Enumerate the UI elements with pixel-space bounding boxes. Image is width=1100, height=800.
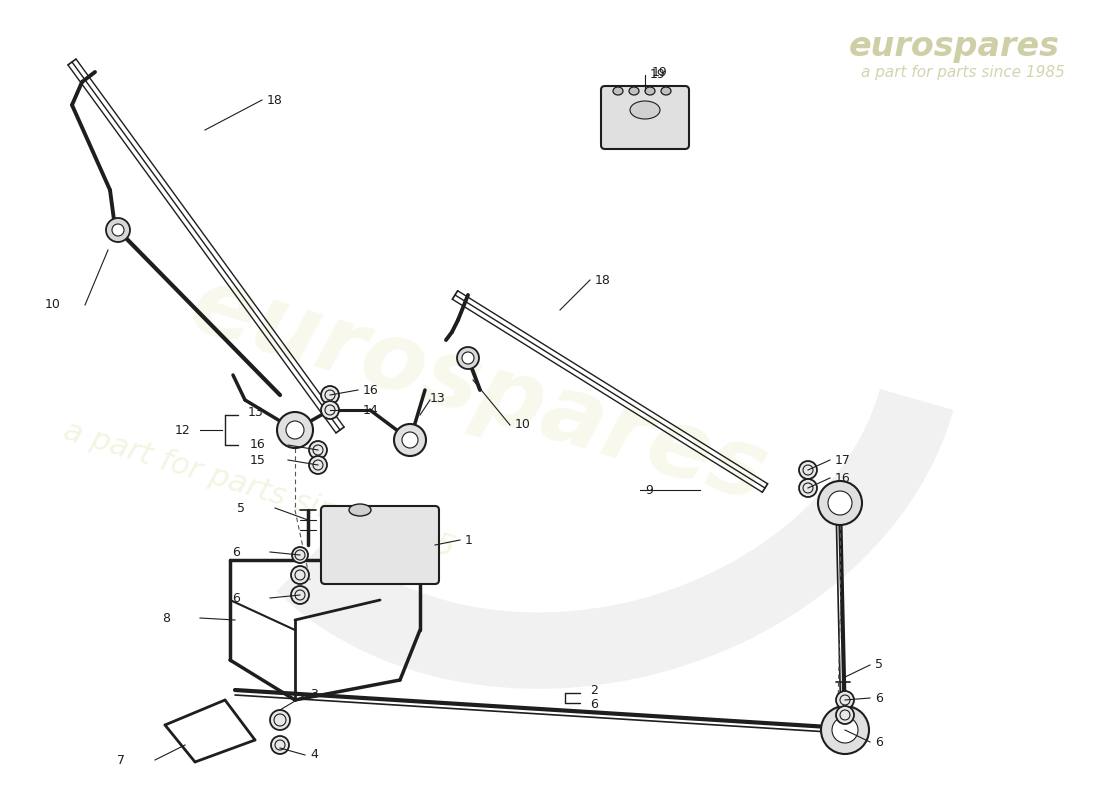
Text: 4: 4 [310,749,318,762]
Circle shape [309,456,327,474]
Text: a part for parts since 1985: a part for parts since 1985 [861,65,1065,80]
Ellipse shape [629,87,639,95]
Circle shape [456,347,478,369]
Text: eurospares: eurospares [180,258,779,522]
Circle shape [292,547,308,563]
Circle shape [821,706,869,754]
Circle shape [292,566,309,584]
Circle shape [402,432,418,448]
Ellipse shape [630,101,660,119]
Text: 3: 3 [310,689,318,702]
Circle shape [799,461,817,479]
Text: 13: 13 [430,391,446,405]
Text: 17: 17 [835,454,851,466]
Circle shape [818,481,862,525]
Text: eurospares: eurospares [849,30,1060,63]
Text: 15: 15 [250,454,266,466]
Text: 19: 19 [652,66,668,78]
Text: 10: 10 [45,298,60,311]
FancyBboxPatch shape [321,506,439,584]
FancyBboxPatch shape [601,86,689,149]
Ellipse shape [349,504,371,516]
Circle shape [836,706,854,724]
Ellipse shape [661,87,671,95]
Circle shape [271,736,289,754]
Text: 6: 6 [874,691,883,705]
Text: 18: 18 [267,94,283,106]
Text: 6: 6 [232,591,240,605]
Text: 16: 16 [250,438,266,451]
Circle shape [309,441,327,459]
Text: 6: 6 [590,698,598,711]
Circle shape [836,691,854,709]
Text: 7: 7 [117,754,125,766]
Circle shape [832,717,858,743]
Text: 9: 9 [645,483,653,497]
Circle shape [828,491,852,515]
Ellipse shape [613,87,623,95]
Circle shape [270,710,290,730]
Circle shape [286,421,304,439]
Text: a part for parts since 1985: a part for parts since 1985 [60,417,458,563]
Text: 6: 6 [232,546,240,558]
Circle shape [321,401,339,419]
Text: 5: 5 [874,658,883,671]
Circle shape [112,224,124,236]
Text: 19: 19 [650,69,666,82]
Text: 5: 5 [236,502,245,514]
Ellipse shape [645,87,654,95]
Circle shape [106,218,130,242]
Text: 18: 18 [595,274,610,286]
Text: 8: 8 [162,611,170,625]
Text: 2: 2 [590,683,598,697]
Text: 16: 16 [363,383,378,397]
Circle shape [321,386,339,404]
Circle shape [799,479,817,497]
Text: 14: 14 [363,403,378,417]
Text: 16: 16 [835,471,850,485]
Text: 10: 10 [515,418,531,431]
Circle shape [462,352,474,364]
Text: 12: 12 [175,423,190,437]
Text: 6: 6 [874,735,883,749]
Circle shape [394,424,426,456]
Circle shape [277,412,313,448]
Text: 13: 13 [248,406,264,418]
Text: 1: 1 [465,534,473,546]
Circle shape [292,586,309,604]
